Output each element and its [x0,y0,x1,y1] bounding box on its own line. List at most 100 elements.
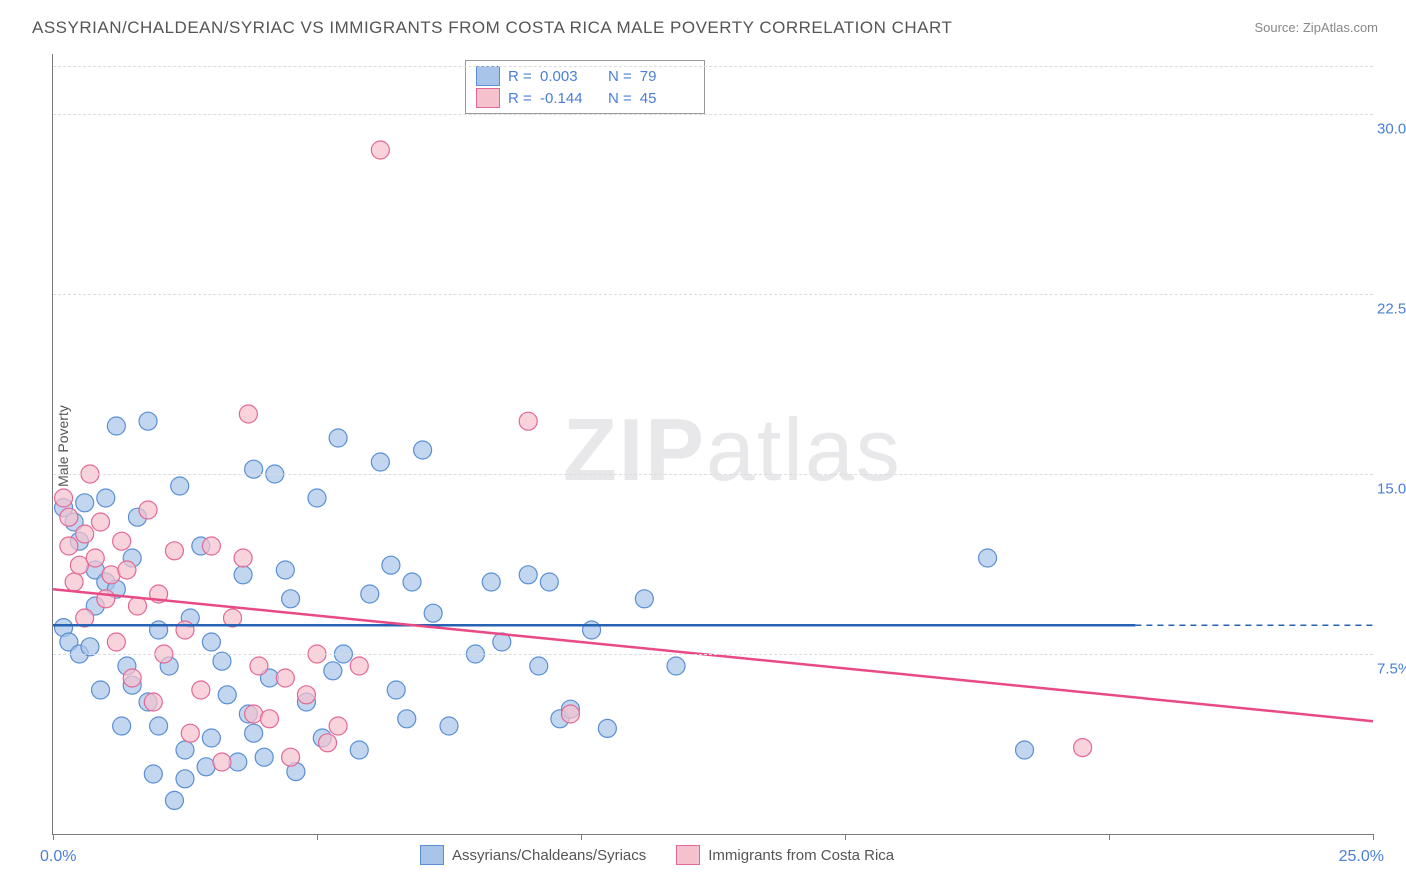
data-point [107,417,125,435]
data-point [139,412,157,430]
legend-item: Immigrants from Costa Rica [676,845,894,865]
data-point [86,549,104,567]
data-point [297,686,315,704]
r-label: R = [508,90,532,107]
data-point [350,657,368,675]
data-point [150,621,168,639]
data-point [202,729,220,747]
chart-title: ASSYRIAN/CHALDEAN/SYRIAC VS IMMIGRANTS F… [32,18,952,38]
data-point [165,542,183,560]
x-max-label: 25.0% [1339,848,1384,866]
data-point [60,508,78,526]
y-tick-label: 15.0% [1377,481,1406,498]
swatch-icon [476,88,500,108]
data-point [398,710,416,728]
data-point [239,405,257,423]
data-point [371,141,389,159]
legend-correlation: R = 0.003 N = 79 R = -0.144 N = 45 [465,60,705,114]
data-point [530,657,548,675]
data-point [329,717,347,735]
data-point [1016,741,1034,759]
x-tick [845,834,846,840]
swatch-icon [676,845,700,865]
data-point [424,604,442,622]
legend-series: Assyrians/Chaldeans/Syriacs Immigrants fr… [420,845,894,865]
data-point [440,717,458,735]
data-point [76,525,94,543]
data-point [123,669,141,687]
data-point [92,513,110,531]
y-tick-label: 22.5% [1377,301,1406,318]
legend-label: Immigrants from Costa Rica [708,847,894,864]
data-point [255,748,273,766]
data-point [144,693,162,711]
data-point [181,724,199,742]
data-point [97,489,115,507]
data-point [371,453,389,471]
data-point [60,537,78,555]
n-value: 45 [640,90,694,107]
data-point [519,412,537,430]
n-label: N = [608,68,632,85]
data-point [97,590,115,608]
x-min-label: 0.0% [40,848,76,866]
regression-line [53,589,1373,721]
data-point [213,753,231,771]
x-tick [1109,834,1110,840]
data-point [234,566,252,584]
legend-item: Assyrians/Chaldeans/Syriacs [420,845,646,865]
data-point [319,734,337,752]
data-point [635,590,653,608]
data-point [403,573,421,591]
scatter-svg [53,54,1373,834]
data-point [282,590,300,608]
data-point [202,537,220,555]
x-tick [1373,834,1374,840]
data-point [583,621,601,639]
data-point [387,681,405,699]
r-label: R = [508,68,532,85]
data-point [144,765,162,783]
legend-label: Assyrians/Chaldeans/Syriacs [452,847,646,864]
r-value: -0.144 [540,90,594,107]
data-point [128,597,146,615]
data-point [139,501,157,519]
data-point [979,549,997,567]
legend-row: R = 0.003 N = 79 [476,65,694,87]
data-point [350,741,368,759]
gridline [53,294,1373,295]
data-point [192,681,210,699]
data-point [107,633,125,651]
plot-area: ZIPatlas R = 0.003 N = 79 R = -0.144 N =… [52,54,1373,835]
x-tick [317,834,318,840]
data-point [76,494,94,512]
n-label: N = [608,90,632,107]
data-point [218,686,236,704]
r-value: 0.003 [540,68,594,85]
legend-row: R = -0.144 N = 45 [476,87,694,109]
data-point [598,719,616,737]
data-point [282,748,300,766]
data-point [482,573,500,591]
data-point [165,791,183,809]
data-point [414,441,432,459]
data-point [113,717,131,735]
data-point [1074,739,1092,757]
data-point [234,549,252,567]
data-point [361,585,379,603]
data-point [260,710,278,728]
data-point [197,758,215,776]
source-label: Source: ZipAtlas.com [1254,20,1378,35]
data-point [176,741,194,759]
data-point [176,770,194,788]
data-point [561,705,579,723]
data-point [276,669,294,687]
data-point [176,621,194,639]
data-point [55,489,73,507]
data-point [324,662,342,680]
data-point [245,705,263,723]
data-point [329,429,347,447]
data-point [92,681,110,699]
data-point [382,556,400,574]
gridline [53,66,1373,67]
